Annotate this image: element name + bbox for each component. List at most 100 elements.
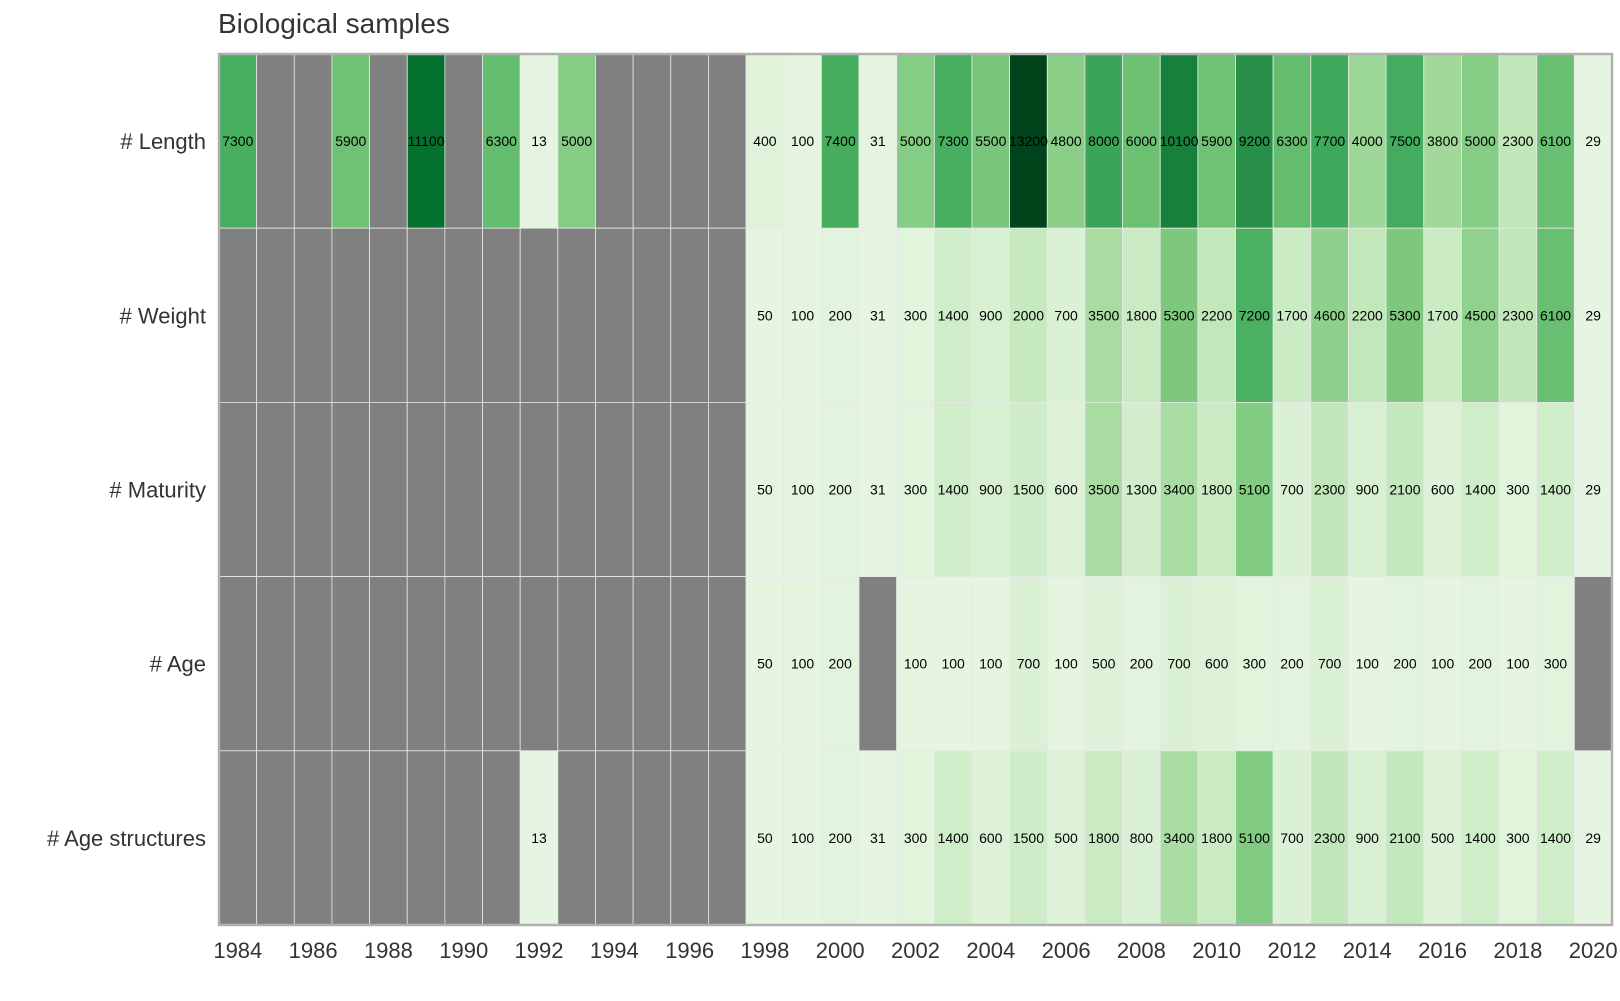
x-tick-label: 2016 <box>1418 938 1467 963</box>
heatmap-cell <box>670 401 709 577</box>
heatmap-cell <box>1272 750 1312 926</box>
cell-value-label: 5300 <box>1163 307 1194 323</box>
cell-value-label: 700 <box>1280 482 1304 498</box>
heatmap-cell <box>369 53 408 229</box>
heatmap-cell <box>256 750 295 926</box>
heatmap-cell <box>670 53 709 229</box>
heatmap-cell <box>783 750 822 926</box>
cell-value-label: 2300 <box>1502 307 1533 323</box>
heatmap-cell <box>708 750 747 926</box>
cell-value-label: 2200 <box>1201 307 1232 323</box>
row-label: # Age <box>150 652 206 677</box>
heatmap-cell <box>1573 53 1613 229</box>
row-label: # Weight <box>120 303 206 328</box>
x-tick-label: 1984 <box>213 938 262 963</box>
cell-value-label: 100 <box>1054 656 1078 672</box>
heatmap-cell <box>1310 401 1349 577</box>
cell-value-label: 6000 <box>1126 133 1157 149</box>
x-tick-label: 2014 <box>1343 938 1392 963</box>
cell-value-label: 1400 <box>938 830 969 846</box>
heatmap-cell <box>708 227 747 403</box>
cell-value-label: 9200 <box>1239 133 1270 149</box>
heatmap-cell <box>708 401 747 577</box>
cell-value-label: 6300 <box>486 133 517 149</box>
cell-value-label: 700 <box>1280 830 1304 846</box>
heatmap-cell <box>1235 401 1274 577</box>
cell-value-label: 29 <box>1585 307 1601 323</box>
cell-value-label: 100 <box>791 482 815 498</box>
cell-value-label: 31 <box>870 482 886 498</box>
heatmap-cell <box>1197 227 1236 403</box>
heatmap-cell <box>1046 401 1086 577</box>
cell-value-label: 8000 <box>1088 133 1119 149</box>
heatmap-cell <box>482 401 521 577</box>
heatmap-cell <box>444 576 483 752</box>
cell-value-label: 7400 <box>825 133 856 149</box>
cell-value-label: 600 <box>1205 656 1229 672</box>
heatmap-cell <box>1197 750 1236 926</box>
cell-value-label: 600 <box>1054 482 1078 498</box>
heatmap-cell <box>820 401 860 577</box>
heatmap-cell <box>1498 227 1538 403</box>
cell-value-label: 5500 <box>975 133 1006 149</box>
cell-value-label: 300 <box>904 307 928 323</box>
heatmap-cell <box>933 750 973 926</box>
heatmap-cell <box>406 401 446 577</box>
cell-value-label: 7200 <box>1239 307 1270 323</box>
heatmap-cell <box>1423 750 1462 926</box>
heatmap-cells <box>218 53 1613 926</box>
heatmap-cell <box>1498 576 1538 752</box>
x-tick-label: 1998 <box>740 938 789 963</box>
heatmap-cell <box>708 53 747 229</box>
y-axis-labels: # Length # Weight # Maturity # Age # Age str… <box>47 129 206 851</box>
heatmap-cell <box>1046 53 1086 229</box>
heatmap-cell <box>331 227 371 403</box>
cell-value-label: 4000 <box>1352 133 1383 149</box>
x-tick-label: 2008 <box>1117 938 1166 963</box>
heatmap-cell-labels: 7300 5900 11100 6300 13 5000 400 100 7400 31 5000 7… <box>222 133 1601 846</box>
heatmap-cell <box>896 53 935 229</box>
heatmap-cell <box>1084 227 1123 403</box>
heatmap-cell <box>670 750 709 926</box>
heatmap-cell <box>293 401 333 577</box>
heatmap-cell <box>1498 53 1538 229</box>
cell-value-label: 1400 <box>1540 830 1571 846</box>
heatmap-cell <box>293 53 333 229</box>
cell-value-label: 200 <box>1280 656 1304 672</box>
cell-value-label: 6300 <box>1276 133 1307 149</box>
x-tick-label: 1990 <box>439 938 488 963</box>
heatmap-cell <box>1122 53 1161 229</box>
heatmap-cell <box>745 401 785 577</box>
cell-value-label: 4800 <box>1051 133 1082 149</box>
heatmap-cell <box>1573 576 1613 752</box>
heatmap-cell <box>632 750 672 926</box>
heatmap-cell <box>632 227 672 403</box>
heatmap-cell <box>1573 227 1613 403</box>
heatmap-cell <box>557 576 596 752</box>
heatmap-cell <box>783 53 822 229</box>
heatmap-cell <box>557 227 596 403</box>
heatmap-cell <box>218 576 258 752</box>
plot-frame <box>217 52 1614 927</box>
heatmap-cell <box>971 576 1011 752</box>
heatmap-cell <box>406 576 446 752</box>
heatmap-cell <box>933 576 973 752</box>
x-tick-label: 1992 <box>515 938 564 963</box>
x-tick-label: 1994 <box>590 938 639 963</box>
cell-value-label: 800 <box>1130 830 1154 846</box>
cell-value-label: 300 <box>904 830 928 846</box>
heatmap-cell <box>293 750 333 926</box>
heatmap-cell <box>369 750 408 926</box>
heatmap-cell <box>858 227 898 403</box>
cell-value-label: 900 <box>1356 830 1380 846</box>
heatmap-cell <box>557 750 596 926</box>
cell-value-label: 100 <box>1356 656 1380 672</box>
heatmap-cell <box>1498 750 1538 926</box>
heatmap-cell <box>1385 227 1425 403</box>
heatmap-cell <box>444 750 483 926</box>
heatmap-cell <box>256 227 295 403</box>
cell-value-label: 13200 <box>1009 133 1048 149</box>
heatmap-cell <box>1009 227 1048 403</box>
heatmap-cell <box>406 750 446 926</box>
